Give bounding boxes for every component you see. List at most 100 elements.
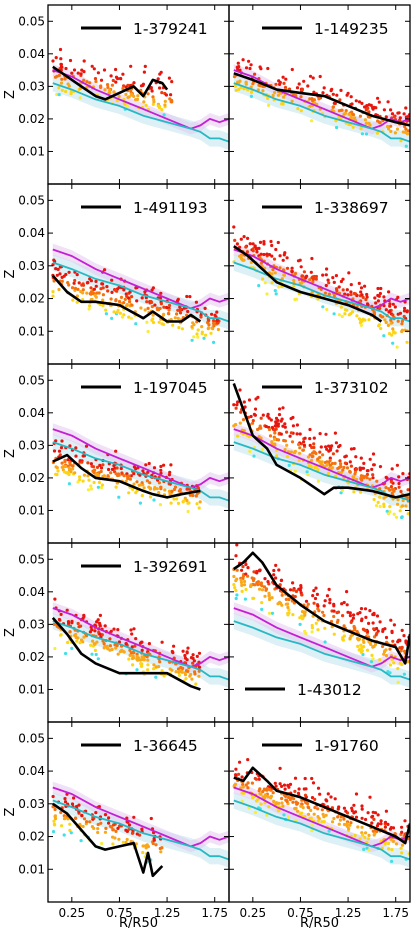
scatter-point <box>333 461 337 465</box>
scatter-point <box>59 65 64 69</box>
scatter-point <box>324 813 328 817</box>
scatter-point <box>279 578 283 583</box>
scatter-point <box>212 340 216 344</box>
scatter-point <box>72 796 76 800</box>
scatter-point <box>59 446 64 450</box>
scatter-point <box>122 84 126 88</box>
scatter-point <box>312 436 316 440</box>
scatter-point <box>129 64 133 68</box>
scatter-point <box>349 292 353 297</box>
median-profile-line <box>52 802 164 878</box>
scatter-point <box>193 672 197 676</box>
legend-label: 1-373102 <box>314 379 389 397</box>
scatter-point <box>392 661 396 665</box>
scatter-point <box>247 398 252 402</box>
scatter-point <box>321 305 325 309</box>
scatter-point <box>265 786 269 791</box>
scatter-point <box>141 469 145 473</box>
scatter-point <box>391 839 395 843</box>
scatter-point <box>347 313 351 317</box>
scatter-point <box>402 672 406 676</box>
scatter-point <box>387 290 391 294</box>
scatter-point <box>60 824 64 828</box>
scatter-point <box>109 74 113 78</box>
scatter-point <box>183 673 188 677</box>
scatter-point <box>296 107 300 111</box>
scatter-point <box>88 820 92 824</box>
scatter-point <box>335 93 339 97</box>
scatter-point <box>371 814 375 818</box>
scatter-point <box>116 472 121 476</box>
scatter-point <box>393 131 397 135</box>
scatter-point <box>146 92 150 96</box>
scatter-point <box>51 294 55 298</box>
magenta-reference-line <box>52 786 229 848</box>
y-tick-label: 0.01 <box>18 503 45 517</box>
scatter-point <box>324 283 328 288</box>
scatter-point <box>354 455 358 459</box>
y-tick-label: 0.03 <box>18 79 45 93</box>
scatter-point <box>332 312 336 316</box>
scatter-point <box>332 280 336 284</box>
scatter-point <box>234 588 238 593</box>
scatter-point <box>248 66 252 71</box>
scatter-point <box>376 286 380 291</box>
scatter-point <box>378 504 382 509</box>
y-tick-label: 0.04 <box>18 585 45 599</box>
scatter-point <box>269 796 273 800</box>
scatter-point <box>401 504 405 508</box>
scatter-point <box>300 593 304 597</box>
scatter-point <box>53 646 57 651</box>
scatter-point <box>266 66 270 71</box>
scatter-point <box>402 314 406 319</box>
scatter-point <box>108 644 112 648</box>
scatter-point <box>363 835 367 840</box>
scatter-point <box>364 297 368 302</box>
scatter-point <box>92 480 96 485</box>
scatter-point <box>157 320 161 324</box>
scatter-point <box>339 491 343 495</box>
scatter-point <box>160 669 164 673</box>
scatter-point <box>90 64 94 68</box>
scatter-point <box>109 297 113 301</box>
scatter-point <box>367 110 371 114</box>
scatter-point <box>285 266 290 270</box>
scatter-point <box>396 498 400 502</box>
scatter-point <box>383 318 387 322</box>
scatter-point <box>270 254 274 258</box>
scatter-point <box>303 629 307 634</box>
scatter-point <box>271 268 275 272</box>
scatter-point <box>349 290 353 294</box>
scatter-point <box>400 628 404 633</box>
scatter-point <box>232 403 236 407</box>
scatter-point <box>345 603 349 607</box>
scatter-point <box>274 563 278 568</box>
scatter-point <box>128 653 132 658</box>
scatter-point <box>60 77 64 81</box>
scatter-point <box>130 303 134 307</box>
scatter-point <box>283 448 287 452</box>
scatter-point <box>310 626 314 630</box>
scatter-point <box>309 270 313 274</box>
scatter-point <box>63 460 67 464</box>
scatter-point <box>310 623 314 628</box>
scatter-point <box>194 300 198 304</box>
scatter-point <box>310 290 314 295</box>
y-axis-title: Z <box>3 90 18 99</box>
scatter-point <box>68 828 72 833</box>
scatter-point <box>390 630 394 635</box>
magenta-reference-line <box>52 607 229 668</box>
scatter-point <box>238 421 242 425</box>
scatter-point <box>386 841 391 846</box>
scatter-point <box>325 594 330 598</box>
scatter-point <box>405 340 409 344</box>
scatter-point <box>386 124 390 129</box>
scatter-point <box>294 589 298 593</box>
scatter-point <box>161 313 165 317</box>
scatter-point <box>400 329 404 334</box>
scatter-point <box>379 326 383 331</box>
scatter-point <box>254 777 258 781</box>
scatter-point <box>359 318 363 322</box>
scatter-point <box>396 295 400 299</box>
scatter-point <box>283 422 287 426</box>
